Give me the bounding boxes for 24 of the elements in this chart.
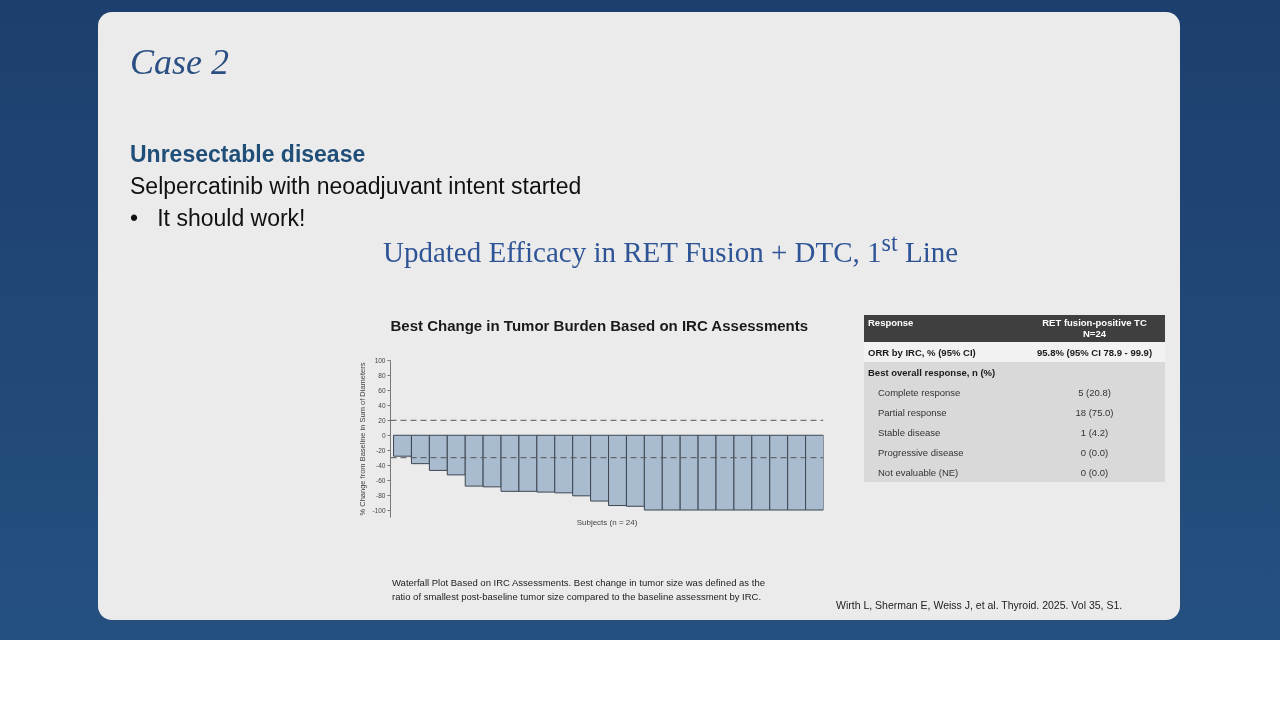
category-label: Stable disease	[877, 426, 942, 440]
category-label: Partial response	[877, 406, 948, 420]
text: 0 (0.0)	[1080, 447, 1109, 458]
text: 95.8% (95% CI 78.9 - 99.9)	[1036, 347, 1153, 358]
category-label: Best overall response, n (%)	[867, 366, 997, 380]
text: 0 (0.0)	[1080, 467, 1109, 478]
text: Waterfall Plot Based on IRC Assessments. Best change in tumor size was defined as the ratio of smallest post-baseline tumor size compared to the baseline assessment by IRC.	[392, 576, 766, 604]
category-label: ORR by IRC, % (95% CI)	[867, 346, 977, 360]
text: 5 (20.8)	[1078, 387, 1111, 398]
text: 18 (75.0)	[1075, 407, 1114, 418]
text: Unresectable disease	[130, 140, 367, 169]
chart-title: Best Change in Tumor Burden Based on IRC Assessments	[390, 316, 809, 334]
category-label: Complete response	[877, 386, 962, 400]
text: Updated Efficacy in RET Fusion + DTC, 1$^{st}$ Line	[383, 228, 959, 269]
category-label: Progressive disease	[877, 446, 965, 460]
x-axis-title: Subjects (n = 24)	[576, 517, 638, 527]
text: RET fusion-positive TC N=24	[1042, 317, 1147, 339]
text: 1 (4.2)	[1080, 427, 1109, 438]
category-label: Response	[867, 316, 915, 330]
category-label: Not evaluable (NE)	[877, 466, 960, 480]
text: • It should work!	[130, 204, 307, 233]
text: Selpercatinib with neoadjuvant intent started	[130, 172, 582, 201]
text: Case 2	[130, 42, 229, 82]
text: Wirth L, Sherman E, Weiss J, et al. Thyroid. 2025. Vol 35, S1.	[836, 598, 1123, 612]
